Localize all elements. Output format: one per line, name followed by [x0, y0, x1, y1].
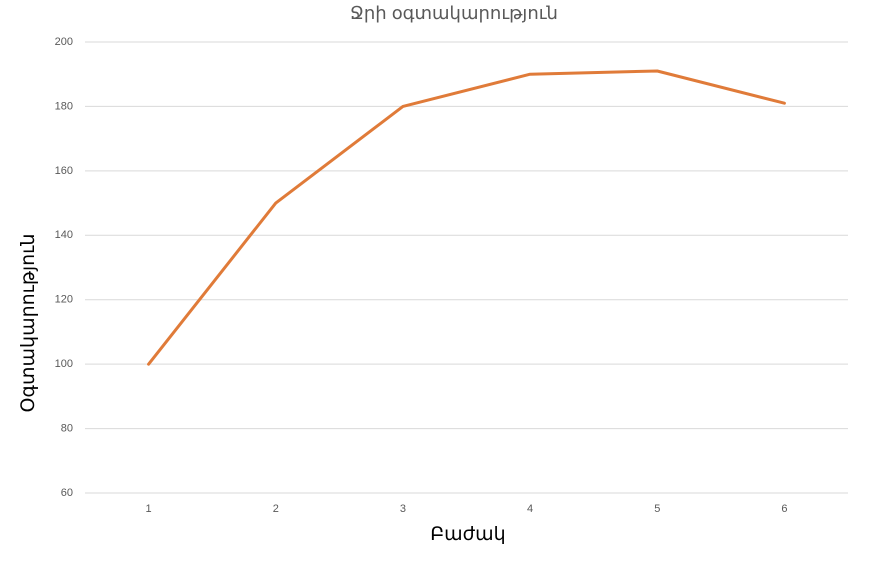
x-tick-label: 3 — [400, 503, 406, 515]
x-tick-label: 5 — [654, 503, 660, 515]
y-tick-label: 180 — [55, 100, 73, 112]
y-tick-label: 200 — [55, 36, 73, 48]
y-tick-label: 80 — [61, 422, 73, 434]
x-axis-title: Բաժակ — [430, 524, 505, 545]
y-tick-label: 60 — [61, 487, 73, 499]
chart-title: Ջրի օգտակարություն — [350, 3, 558, 23]
x-tick-label: 4 — [527, 503, 533, 515]
y-tick-label: 140 — [55, 229, 73, 241]
y-tick-label: 160 — [55, 165, 73, 177]
x-tick-label: 6 — [781, 503, 787, 515]
y-tick-label: 100 — [55, 358, 73, 370]
x-tick-label: 2 — [273, 503, 279, 515]
x-tick-label: 1 — [146, 503, 152, 515]
y-tick-label: 120 — [55, 294, 73, 306]
data-line — [147, 69, 786, 366]
y-axis-title: Օգտակարություն — [18, 234, 39, 413]
